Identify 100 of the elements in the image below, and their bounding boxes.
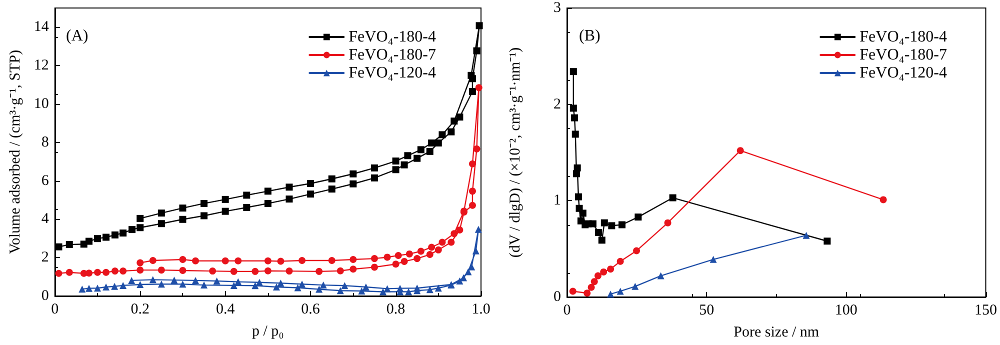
point (475, 84, 482, 92)
point (616, 258, 624, 265)
point (600, 219, 608, 226)
point (192, 257, 200, 264)
y-tick-label: 4 (41, 211, 50, 228)
point (200, 200, 208, 207)
x-tick-label: 0.4 (216, 302, 236, 318)
y-tick-label: 2 (554, 96, 561, 112)
point (222, 196, 229, 203)
point (222, 208, 229, 215)
point (307, 180, 314, 187)
point (256, 278, 263, 286)
point (428, 244, 436, 251)
point (316, 268, 323, 275)
point (192, 276, 200, 284)
point (179, 280, 186, 288)
point (111, 231, 118, 238)
y-tick-label: 0 (554, 289, 561, 305)
point (158, 220, 165, 228)
point (570, 68, 577, 76)
point (384, 254, 391, 261)
point (379, 288, 386, 296)
point (473, 47, 480, 54)
point (94, 284, 102, 292)
point (328, 175, 336, 182)
point (456, 278, 464, 285)
point (179, 256, 186, 264)
point (230, 268, 238, 275)
point (170, 276, 178, 284)
point (570, 104, 577, 112)
point (579, 210, 586, 217)
point (55, 270, 62, 277)
point (607, 266, 614, 273)
point (473, 145, 480, 152)
point (824, 238, 831, 245)
point (136, 259, 144, 266)
point (243, 204, 250, 211)
x-tick-label: 0.6 (301, 302, 320, 318)
point (264, 257, 272, 264)
point (277, 258, 284, 265)
point (476, 22, 483, 30)
point (880, 196, 887, 204)
point (272, 283, 280, 290)
point (595, 228, 602, 236)
point (136, 214, 144, 222)
point (252, 282, 259, 290)
point (456, 226, 464, 234)
point (136, 224, 144, 232)
point (158, 210, 165, 217)
point (464, 268, 472, 276)
point (669, 194, 676, 202)
legend-label: FeVO₄-180-4 (348, 28, 436, 46)
point (179, 266, 186, 274)
point (572, 130, 579, 138)
point (634, 214, 642, 221)
point (316, 286, 323, 293)
point (450, 118, 458, 125)
point (55, 243, 62, 250)
point (569, 288, 576, 295)
y-tick-label: 3 (554, 0, 561, 16)
point (448, 238, 455, 246)
point (426, 251, 434, 258)
point (736, 147, 744, 154)
point (85, 270, 92, 277)
point (328, 256, 336, 264)
point (608, 222, 616, 230)
point (234, 257, 242, 264)
point (396, 284, 404, 292)
point (158, 280, 165, 288)
y-tick-label: 2 (41, 250, 49, 266)
y-tick-label: 8 (41, 134, 49, 150)
point (400, 161, 408, 168)
y-tick-label: 14 (34, 19, 50, 36)
point (149, 256, 156, 264)
x-tick-label: 0.8 (386, 302, 406, 318)
point (428, 139, 436, 146)
legend-label: FeVO₄-180-7 (348, 46, 436, 64)
point (149, 276, 156, 284)
point (426, 148, 434, 155)
point (102, 234, 110, 241)
point (230, 282, 238, 289)
point (350, 180, 357, 188)
y-axis-title: (dV / dlgD) / (×10⁻², cm³·g⁻¹·nm⁻¹) (508, 47, 524, 258)
point (128, 226, 136, 234)
point (85, 284, 92, 292)
point (468, 160, 476, 168)
point (200, 282, 208, 289)
point (460, 274, 468, 282)
point (417, 146, 424, 154)
point (392, 158, 400, 165)
point (350, 256, 357, 264)
point (120, 268, 127, 275)
point (370, 164, 378, 172)
point (136, 266, 144, 274)
point (598, 236, 606, 244)
point (328, 186, 336, 193)
point (350, 266, 357, 273)
point (128, 276, 136, 284)
x-axis-title: p / p₀ (252, 324, 284, 340)
point (392, 166, 400, 174)
